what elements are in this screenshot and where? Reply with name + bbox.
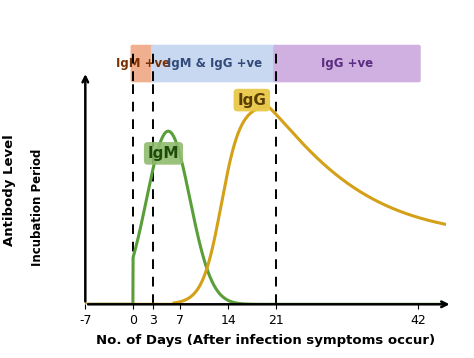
- Text: Incubation Period: Incubation Period: [31, 149, 45, 266]
- X-axis label: No. of Days (After infection symptoms occur): No. of Days (After infection symptoms oc…: [96, 334, 435, 347]
- Text: IgG +ve: IgG +ve: [321, 57, 373, 70]
- Text: IgM & IgG +ve: IgM & IgG +ve: [167, 57, 262, 70]
- Text: IgM: IgM: [148, 146, 179, 161]
- Text: IgM +ve: IgM +ve: [116, 57, 170, 70]
- Text: IgG: IgG: [237, 93, 266, 108]
- Text: Antibody Level: Antibody Level: [3, 134, 16, 246]
